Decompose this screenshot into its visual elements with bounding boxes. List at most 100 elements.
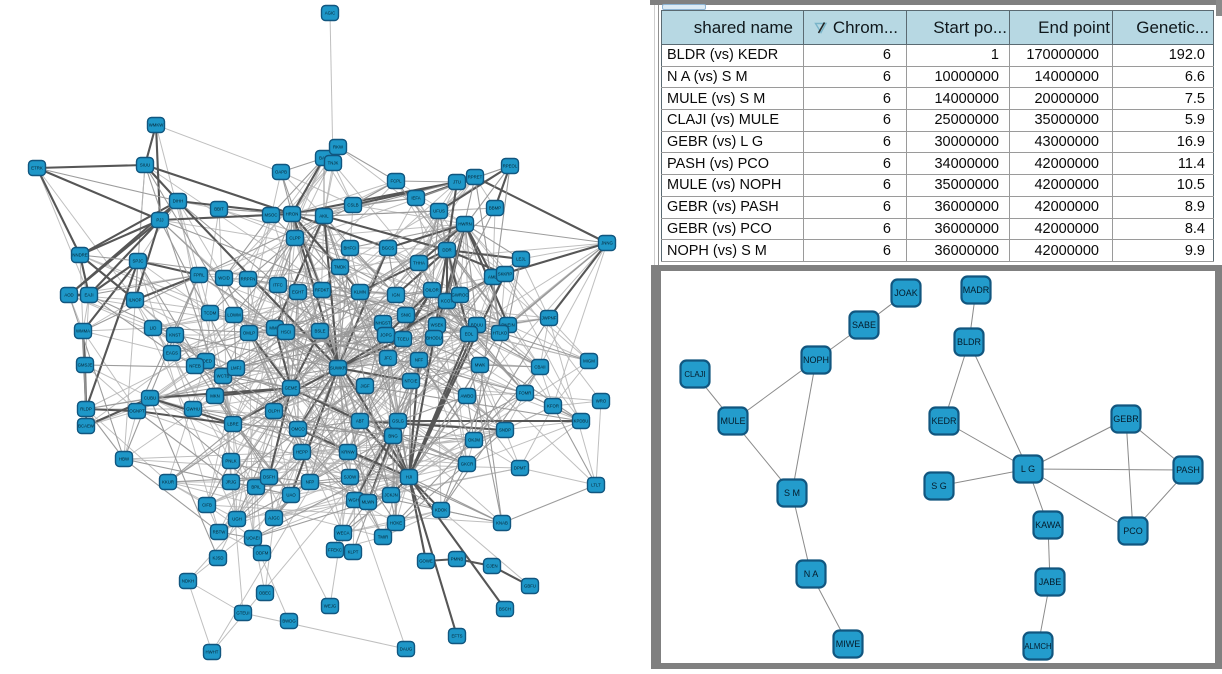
svg-text:EFTS: EFTS [452, 634, 463, 639]
svg-text:HJI: HJI [406, 475, 412, 480]
svg-text:N A: N A [804, 569, 819, 579]
svg-text:KPDBU: KPDBU [574, 419, 589, 424]
svg-text:EAGS: EAGS [166, 351, 178, 356]
svg-text:SABE: SABE [852, 320, 876, 330]
svg-text:BWDG: BWDG [282, 619, 296, 624]
svg-text:CJEN: CJEN [486, 564, 497, 569]
svg-text:ETRK: ETRK [31, 166, 43, 171]
svg-text:BBIT: BBIT [214, 207, 224, 212]
svg-text:HOKE: HOKE [390, 521, 402, 526]
svg-text:SNDP: SNDP [499, 428, 511, 433]
svg-text:JFC: JFC [384, 356, 392, 361]
svg-text:GTEUI: GTEUI [236, 611, 249, 616]
svg-text:LOWM: LOWM [227, 313, 241, 318]
svg-text:JOAK: JOAK [894, 288, 918, 298]
svg-text:SNIC: SNIC [401, 313, 411, 318]
svg-text:WMMA: WMMA [76, 329, 90, 334]
svg-text:EGHT: EGHT [292, 290, 304, 295]
svg-text:OAPB: OAPB [275, 170, 287, 175]
svg-text:WCID: WCID [218, 276, 229, 281]
svg-text:BGCS: BGCS [382, 246, 394, 251]
svg-text:MIWE: MIWE [836, 639, 861, 649]
svg-text:CIFB: CIFB [202, 503, 212, 508]
svg-text:NFEB: NFEB [189, 364, 201, 369]
svg-text:DDR: DDR [442, 248, 451, 253]
svg-text:LMFJ: LMFJ [231, 366, 242, 371]
svg-text:RFDKT: RFDKT [315, 288, 330, 293]
svg-text:THHA: THHA [413, 261, 425, 266]
svg-text:GEME: GEME [285, 386, 298, 391]
svg-text:FFEKC: FFEKC [328, 548, 342, 553]
svg-text:BSLE: BSLE [315, 329, 326, 334]
svg-text:BHFCI: BHFCI [344, 246, 357, 251]
svg-text:NFP: NFP [306, 480, 315, 485]
svg-text:HWRN: HWRN [458, 222, 471, 227]
svg-text:PCO: PCO [1123, 526, 1143, 536]
svg-text:OBEC: OBEC [259, 591, 271, 596]
svg-text:KJSD: KJSD [213, 556, 224, 561]
svg-text:TMDK: TMDK [334, 265, 346, 270]
svg-text:BSCH: BSCH [499, 607, 511, 612]
svg-text:DIHH: DIHH [173, 199, 184, 204]
svg-text:AKIL: AKIL [319, 214, 329, 219]
svg-text:KLMN: KLMN [354, 290, 366, 295]
svg-text:GEBR: GEBR [1113, 414, 1139, 424]
svg-text:BNG: BNG [388, 434, 398, 439]
svg-text:WMKW: WMKW [149, 123, 165, 128]
svg-text:JIGF: JIGF [360, 384, 370, 389]
svg-text:WGHF: WGHF [348, 498, 362, 503]
svg-text:NNDRE: NNDRE [72, 253, 87, 258]
svg-text:LTLT: LTLT [591, 483, 601, 488]
svg-text:WEJG: WEJG [324, 604, 337, 609]
svg-text:KNAB: KNAB [496, 521, 508, 526]
svg-text:HRON: HRON [286, 212, 299, 217]
svg-text:JRJG: JRJG [226, 480, 237, 485]
svg-text:UGH: UGH [232, 517, 242, 522]
svg-text:WCTB: WCTB [217, 374, 230, 379]
svg-text:HEPP: HEPP [296, 450, 308, 455]
svg-text:NOPH: NOPH [803, 355, 829, 365]
svg-text:HWHT: HWHT [206, 650, 219, 655]
svg-text:BBMP: BBMP [489, 206, 501, 211]
svg-text:ILNOP: ILNOP [129, 298, 142, 303]
svg-text:KLPT: KLPT [348, 550, 359, 555]
svg-text:OLPH: OLPH [268, 409, 280, 414]
svg-text:OGNPT: OGNPT [129, 409, 145, 414]
svg-text:HBW: HBW [119, 457, 130, 462]
svg-text:OMLP: OMLP [243, 331, 255, 336]
svg-text:TCDM: TCDM [204, 311, 217, 316]
svg-text:JWPNF: JWPNF [542, 316, 557, 321]
svg-text:AWBO: AWBO [461, 394, 475, 399]
svg-text:SIUU: SIUU [140, 163, 150, 168]
svg-text:LID: LID [150, 326, 157, 331]
svg-text:JCKJN: JCKJN [384, 493, 397, 498]
svg-text:MIGM: MIGM [583, 359, 595, 364]
svg-text:BDUU: BDUU [471, 323, 483, 328]
svg-text:LBRE: LBRE [227, 422, 238, 427]
svg-text:AJGC: AJGC [268, 516, 279, 521]
svg-text:ODFM: ODFM [256, 551, 269, 556]
svg-text:CUBU: CUBU [144, 396, 156, 401]
svg-text:KAWA: KAWA [1035, 520, 1061, 530]
svg-text:DNEIN: DNEIN [501, 323, 514, 328]
svg-text:KEDR: KEDR [931, 416, 957, 426]
svg-text:KFOR: KFOR [547, 404, 559, 409]
svg-text:BLDR: BLDR [957, 337, 982, 347]
svg-text:S G: S G [931, 481, 947, 491]
svg-text:KNST: KNST [169, 333, 181, 338]
svg-text:OMCO: OMCO [291, 427, 305, 432]
svg-text:L G: L G [1021, 464, 1035, 474]
svg-text:MLWN: MLWN [362, 500, 375, 505]
svg-text:HTLKO: HTLKO [493, 331, 508, 336]
svg-text:ABT: ABT [356, 419, 365, 424]
svg-text:RBTW: RBTW [213, 530, 227, 535]
svg-text:GKCR: GKCR [461, 462, 473, 467]
svg-text:JOPG: JOPG [380, 333, 392, 338]
svg-text:UFUS: UFUS [433, 209, 445, 214]
svg-text:ITFC: ITFC [273, 283, 283, 288]
svg-text:RLDP: RLDP [80, 407, 92, 412]
svg-text:MSOC: MSOC [265, 213, 278, 218]
svg-text:FDED: FDED [200, 359, 212, 364]
svg-text:RKW: RKW [333, 145, 344, 150]
svg-text:KDOK: KDOK [435, 508, 447, 513]
